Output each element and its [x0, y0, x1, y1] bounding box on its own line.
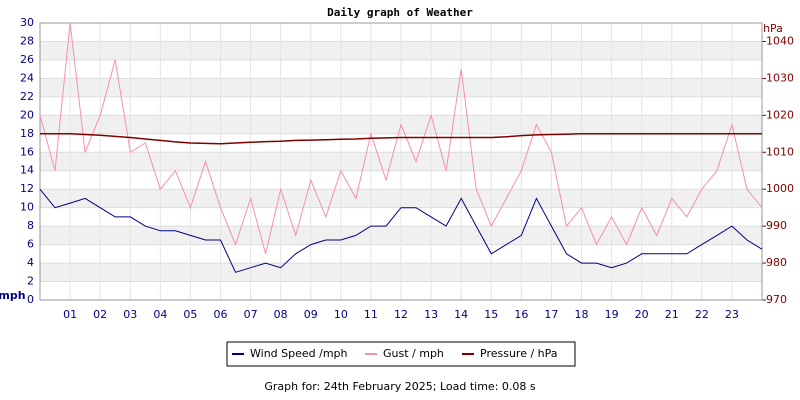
- series-line: [40, 133, 762, 145]
- y2-tick-label: 1010: [766, 145, 794, 158]
- y2-tick-label: 1030: [766, 71, 794, 84]
- y2-tick-label: 1040: [766, 34, 794, 47]
- x-tick-label: 19: [605, 308, 619, 321]
- x-tick-label: 04: [153, 308, 167, 321]
- x-tick-label: 05: [183, 308, 197, 321]
- y-tick-label: 10: [20, 201, 34, 214]
- x-tick-label: 18: [575, 308, 589, 321]
- x-tick-label: 10: [334, 308, 348, 321]
- y-tick-label: 30: [20, 16, 34, 29]
- x-tick-label: 13: [424, 308, 438, 321]
- x-tick-label: 21: [665, 308, 679, 321]
- x-tick-label: 12: [394, 308, 408, 321]
- legend-label: Pressure / hPa: [480, 347, 558, 360]
- plot-border: [39, 22, 763, 301]
- y-tick-label: 2: [27, 275, 34, 288]
- y-tick-label: 6: [27, 238, 34, 251]
- y2-tick-label: 990: [766, 219, 787, 232]
- x-tick-label: 16: [514, 308, 528, 321]
- y-tick-label: 28: [20, 34, 34, 47]
- x-tick-label: 08: [274, 308, 288, 321]
- legend-label: Gust / mph: [383, 347, 444, 360]
- x-tick-label: 07: [244, 308, 258, 321]
- y-tick-label: 18: [20, 127, 34, 140]
- y-tick-label: 12: [20, 182, 34, 195]
- legend-label: Wind Speed /mph: [250, 347, 348, 360]
- y-tick-label: 8: [27, 219, 34, 232]
- y-tick-label: 4: [27, 256, 34, 269]
- x-tick-label: 11: [364, 308, 378, 321]
- y-tick-label: 16: [20, 145, 34, 158]
- y-tick-label: 24: [20, 71, 34, 84]
- x-tick-label: 15: [484, 308, 498, 321]
- plot-area: [40, 22, 762, 301]
- chart-title: Daily graph of Weather: [327, 6, 473, 19]
- y2-tick-label: 980: [766, 256, 787, 269]
- x-tick-label: 02: [93, 308, 107, 321]
- y2-tick-label: 1000: [766, 182, 794, 195]
- y-tick-label: 14: [20, 164, 34, 177]
- y-tick-label: 22: [20, 90, 34, 103]
- x-tick-label: 01: [63, 308, 77, 321]
- x-tick-label: 20: [635, 308, 649, 321]
- y2-tick-label: 970: [766, 293, 787, 306]
- footer: Graph for: 24th February 2025; Load time…: [264, 380, 536, 393]
- y-axis-label: mph: [0, 289, 26, 302]
- x-tick-label: 14: [454, 308, 468, 321]
- x-tick-label: 09: [304, 308, 318, 321]
- y2-axis-label: hPa: [763, 22, 783, 35]
- y-tick-label: 26: [20, 53, 34, 66]
- x-tick-label: 22: [695, 308, 709, 321]
- x-tick-label: 17: [544, 308, 558, 321]
- y2-tick-label: 1020: [766, 108, 794, 121]
- series-line: [39, 188, 763, 273]
- y-tick-label: 0: [27, 293, 34, 306]
- series-line: [39, 22, 763, 254]
- legend-box: [226, 341, 576, 367]
- x-tick-label: 06: [214, 308, 228, 321]
- x-tick-label: 03: [123, 308, 137, 321]
- x-tick-label: 23: [725, 308, 739, 321]
- y-tick-label: 20: [20, 108, 34, 121]
